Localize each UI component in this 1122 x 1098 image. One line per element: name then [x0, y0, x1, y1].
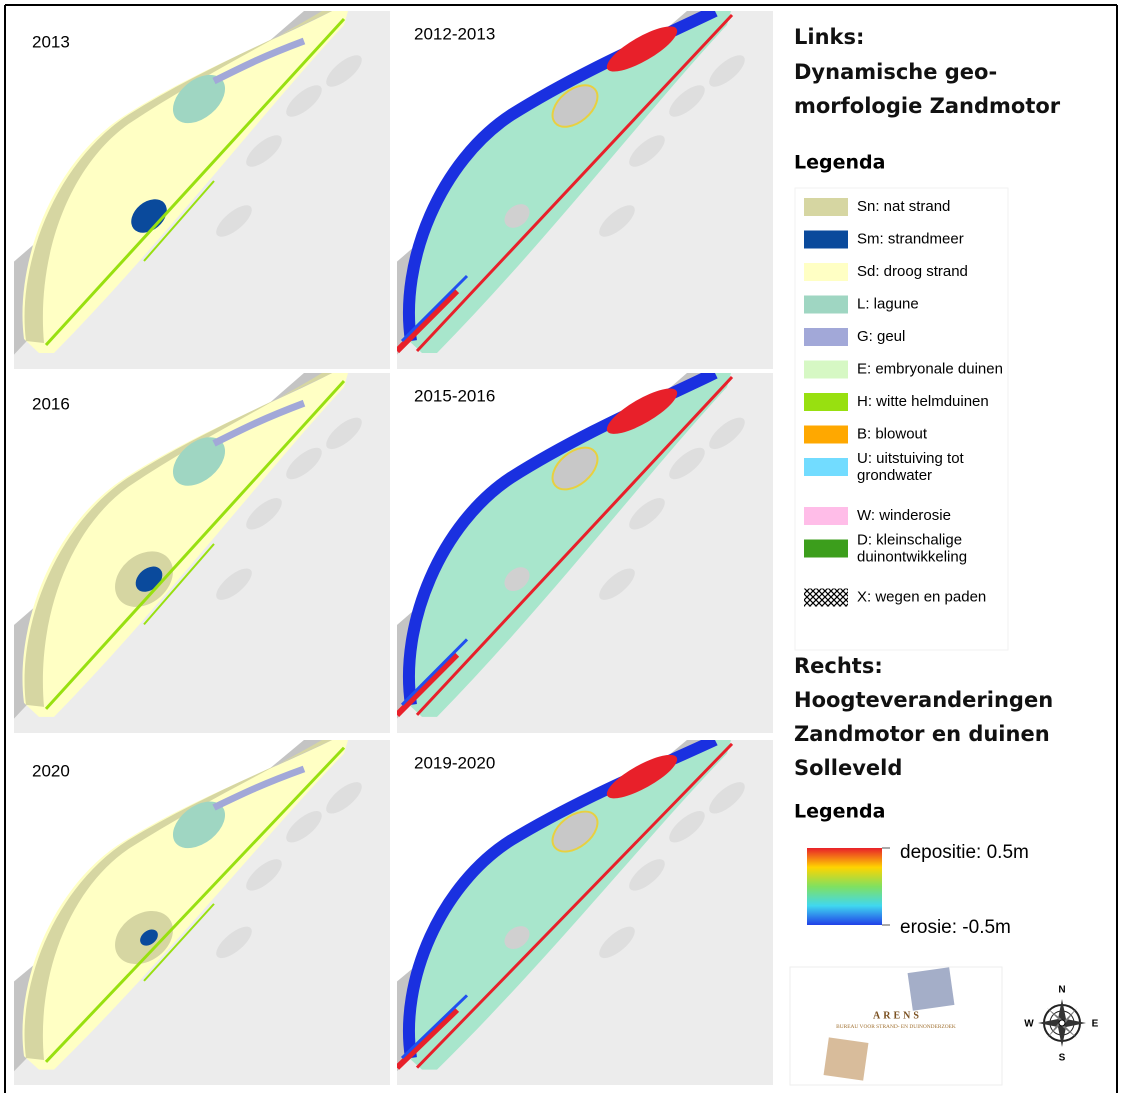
compass: N E S W — [1024, 985, 1098, 1064]
map-panel: 2012-2013 — [397, 11, 773, 369]
heading: Rechts: — [794, 654, 883, 678]
legend-box — [795, 188, 1008, 650]
legend-swatch — [804, 296, 848, 314]
legend-label: Sm: strandmeer — [857, 230, 964, 247]
legend-swatch — [804, 458, 848, 476]
heading: Hoogteveranderingen — [794, 688, 1053, 712]
legend-label: Sn: nat strand — [857, 198, 950, 215]
panel-label: 2016 — [32, 394, 70, 413]
legend-swatch — [804, 198, 848, 216]
ramp-min-label: erosie: -0.5m — [900, 917, 1011, 938]
heading: Links: — [794, 25, 864, 49]
panel-label: 2012-2013 — [414, 24, 495, 43]
map-panel: 2019-2020 — [397, 740, 773, 1085]
panel-label: 2013 — [32, 32, 70, 51]
legend-label: X: wegen en paden — [857, 588, 986, 605]
legend: Sn: nat strand Sm: strandmeer Sd: droog st… — [795, 188, 1008, 650]
panel-label: 2019-2020 — [414, 753, 495, 772]
heading: Zandmotor en duinen — [794, 722, 1050, 746]
legend-swatch — [804, 361, 848, 379]
color-ramp — [807, 848, 882, 925]
legend-swatch — [804, 393, 848, 411]
legend-swatch — [804, 328, 848, 346]
legend-label: B: blowout — [857, 425, 928, 442]
map-panel: 2020 — [14, 740, 390, 1085]
logo-subtitle: BUREAU VOOR STRAND- EN DUINONDERZOEK — [836, 1024, 956, 1030]
legend-label: W: winderosie — [857, 507, 951, 524]
legend-swatch — [804, 507, 848, 525]
logo: ARENS BUREAU VOOR STRAND- EN DUINONDERZO… — [790, 967, 1002, 1085]
compass-s: S — [1059, 1053, 1066, 1064]
compass-e: E — [1092, 1019, 1099, 1030]
ramp-max-label: depositie: 0.5m — [900, 842, 1029, 863]
heading: Solleveld — [794, 756, 902, 780]
legend-swatch — [804, 263, 848, 281]
legend-label: E: embryonale duinen — [857, 360, 1003, 377]
map-panel: 2015-2016 — [397, 373, 773, 733]
heading: Dynamische geo- — [794, 60, 997, 84]
map-panel: 2013 — [14, 11, 390, 369]
legend-title: Legenda — [794, 152, 885, 174]
legend-label: L: lagune — [857, 295, 919, 312]
compass-n: N — [1058, 985, 1065, 996]
map-grid: 2013 2012-2013 2016 2015-2016 2020 2019-2020 — [14, 11, 773, 1085]
legend-label: H: witte helmduinen — [857, 393, 989, 410]
legend-swatch — [804, 426, 848, 444]
figure: 20132012-201320162015-201620202019-2020 … — [0, 0, 1122, 1093]
map-panel: 2016 — [14, 373, 390, 733]
logo-name: ARENS — [873, 1010, 922, 1021]
legend-label: Sd: droog strand — [857, 263, 968, 280]
legend-swatch — [804, 231, 848, 249]
heading: morfologie Zandmotor — [794, 94, 1061, 118]
legend-title: Legenda — [794, 801, 885, 823]
legend-swatch — [804, 540, 848, 558]
legend-label: G: geul — [857, 328, 905, 345]
compass-w: W — [1024, 1019, 1034, 1030]
legend-swatch — [804, 589, 848, 607]
panel-label: 2020 — [32, 761, 70, 780]
panel-label: 2015-2016 — [414, 386, 495, 405]
